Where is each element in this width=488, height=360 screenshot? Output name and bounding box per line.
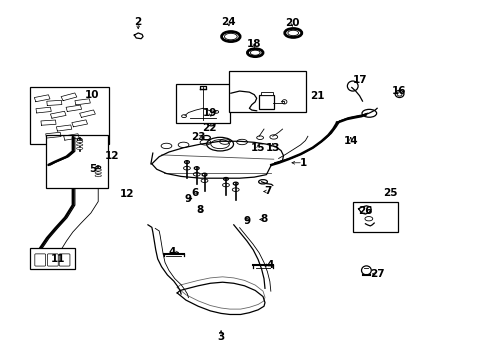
Ellipse shape xyxy=(76,140,82,143)
Text: 18: 18 xyxy=(246,40,261,49)
Text: 13: 13 xyxy=(265,143,280,153)
Bar xyxy=(30,248,75,269)
Text: 1: 1 xyxy=(299,158,306,168)
Text: 27: 27 xyxy=(369,269,384,279)
Text: 20: 20 xyxy=(285,18,299,28)
Text: 5: 5 xyxy=(88,164,96,174)
Text: 12: 12 xyxy=(104,150,119,161)
Text: 12: 12 xyxy=(120,189,135,199)
Text: 9: 9 xyxy=(243,216,250,226)
Bar xyxy=(260,92,272,95)
Bar xyxy=(228,71,305,112)
Ellipse shape xyxy=(95,169,101,171)
Bar xyxy=(30,87,109,144)
Text: 16: 16 xyxy=(391,86,406,96)
Ellipse shape xyxy=(76,144,82,146)
Text: 9: 9 xyxy=(184,194,192,204)
Text: 11: 11 xyxy=(51,254,65,264)
Text: 6: 6 xyxy=(191,188,198,198)
Ellipse shape xyxy=(95,175,101,177)
Text: 8: 8 xyxy=(260,215,267,224)
Ellipse shape xyxy=(95,172,101,174)
Text: 14: 14 xyxy=(343,136,357,145)
Text: 25: 25 xyxy=(383,188,397,198)
Text: 8: 8 xyxy=(196,206,203,216)
Text: 22: 22 xyxy=(202,123,216,133)
Text: 4: 4 xyxy=(168,247,176,257)
FancyBboxPatch shape xyxy=(59,254,70,266)
Text: 19: 19 xyxy=(203,108,217,118)
Text: 4: 4 xyxy=(265,260,273,270)
Text: 23: 23 xyxy=(190,132,205,142)
Text: 7: 7 xyxy=(264,186,271,197)
Bar xyxy=(259,95,273,109)
Text: 21: 21 xyxy=(310,91,324,101)
Text: 2: 2 xyxy=(134,17,142,27)
Bar xyxy=(352,202,397,232)
Text: 26: 26 xyxy=(357,206,372,216)
FancyBboxPatch shape xyxy=(35,254,45,266)
Text: 3: 3 xyxy=(217,332,224,342)
Text: 24: 24 xyxy=(221,17,236,27)
FancyBboxPatch shape xyxy=(47,254,58,266)
Text: 15: 15 xyxy=(250,143,265,153)
Text: 17: 17 xyxy=(352,75,367,85)
Ellipse shape xyxy=(76,147,82,149)
Text: 10: 10 xyxy=(85,90,100,100)
Bar xyxy=(176,84,229,123)
Bar xyxy=(45,135,108,188)
